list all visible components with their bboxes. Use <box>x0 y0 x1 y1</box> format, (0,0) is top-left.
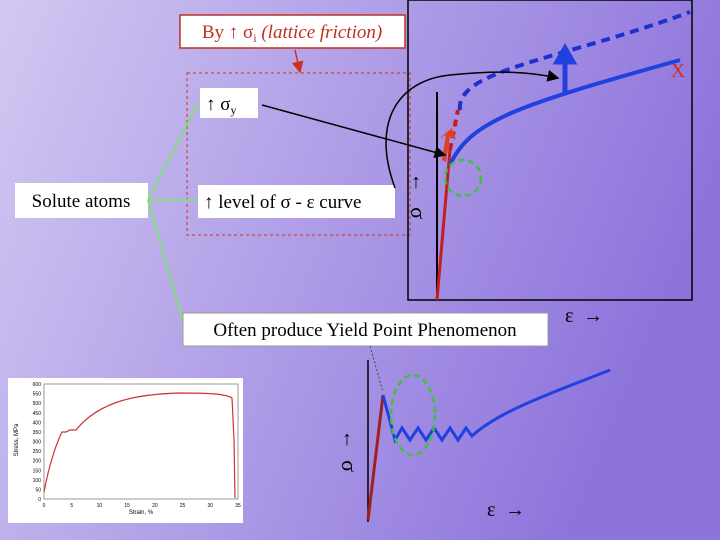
friction-arrow <box>291 49 304 74</box>
friction-suffix: (lattice friction) <box>257 22 383 43</box>
inset-y-tick-label: 550 <box>33 392 42 398</box>
inset-y-tick-label: 100 <box>33 478 42 484</box>
inset-x-tick-label: 30 <box>208 503 214 509</box>
solute-label: Solute atoms <box>32 191 131 212</box>
level-arrow <box>385 69 560 189</box>
bottom-x-arrow: → <box>505 499 525 521</box>
friction-prefix: By ↑ σ <box>202 22 253 43</box>
top-x-arrow: → <box>583 305 603 327</box>
inset-chart: Stress, MPa Strain, % 050100150200250300… <box>8 378 243 523</box>
inset-x-title: Strain, % <box>129 510 154 516</box>
inset-x-tick-label: 25 <box>180 503 186 509</box>
inset-y-tick-label: 350 <box>33 430 42 436</box>
level-label: ↑ level of σ - ε curve <box>204 192 362 213</box>
inset-x-tick-label: 10 <box>97 503 103 509</box>
inset-y-tick-label: 500 <box>33 401 42 407</box>
sigma-y-arrow <box>261 104 447 159</box>
bottom-y-label: σ <box>337 460 362 472</box>
inset-y-tick-label: 200 <box>33 459 42 465</box>
inset-curve <box>43 392 236 499</box>
inset-y-tick-label: 50 <box>35 487 41 493</box>
x-mark: X <box>671 60 686 82</box>
inset-y-tick-label: 0 <box>38 497 41 503</box>
friction-sub: i <box>253 31 257 45</box>
top-red-dashed <box>448 109 460 151</box>
top-blue-arrow <box>552 42 578 92</box>
inset-x-tick-label: 15 <box>124 503 130 509</box>
bottom-blue-curve <box>381 368 611 444</box>
inset-y-tick-label: 250 <box>33 449 42 455</box>
bottom-red-line <box>366 394 385 521</box>
inset-y-tick-label: 150 <box>33 468 42 474</box>
bottom-y-arrow: ↑ <box>342 428 352 450</box>
bottom-x-label: ε <box>487 499 495 521</box>
inset-y-tick-label: 600 <box>33 382 42 388</box>
top-y-label: σ <box>406 207 431 219</box>
top-yield-circle <box>443 158 483 198</box>
top-red-line <box>435 149 452 301</box>
top-y-arrow: ↑ <box>411 171 421 193</box>
yield-box <box>182 312 549 347</box>
inset-y-title: Stress, MPa <box>14 423 20 456</box>
sigma-y-label: ↑ σy <box>206 94 237 117</box>
inset-x-tick-label: 35 <box>235 503 241 509</box>
inset-y-tick-label: 300 <box>33 440 42 446</box>
sigma-y-sub: y <box>231 103 237 117</box>
friction-box <box>179 14 406 49</box>
sigma-y-box <box>200 88 258 118</box>
yield-label: Often produce Yield Point Phenomenon <box>213 320 517 341</box>
bottom-yield-ellipse <box>389 373 437 457</box>
connectors <box>147 102 199 326</box>
inset-x-tick-label: 5 <box>70 503 73 509</box>
sigma-y-text: ↑ σ <box>206 94 231 115</box>
inset-frame <box>43 383 239 500</box>
inset-y-tick-label: 450 <box>33 411 42 417</box>
inset-y-tick-label: 400 <box>33 420 42 426</box>
top-blue-curve <box>448 58 681 166</box>
top-graph-frame <box>407 0 693 301</box>
inset-x-tick-label: 0 <box>43 503 46 509</box>
level-box <box>198 185 395 218</box>
friction-label: By ↑ σi (lattice friction) <box>202 22 382 45</box>
solute-box <box>15 183 148 218</box>
inset-x-tick-label: 20 <box>152 503 158 509</box>
top-x-label: ε <box>565 305 573 327</box>
